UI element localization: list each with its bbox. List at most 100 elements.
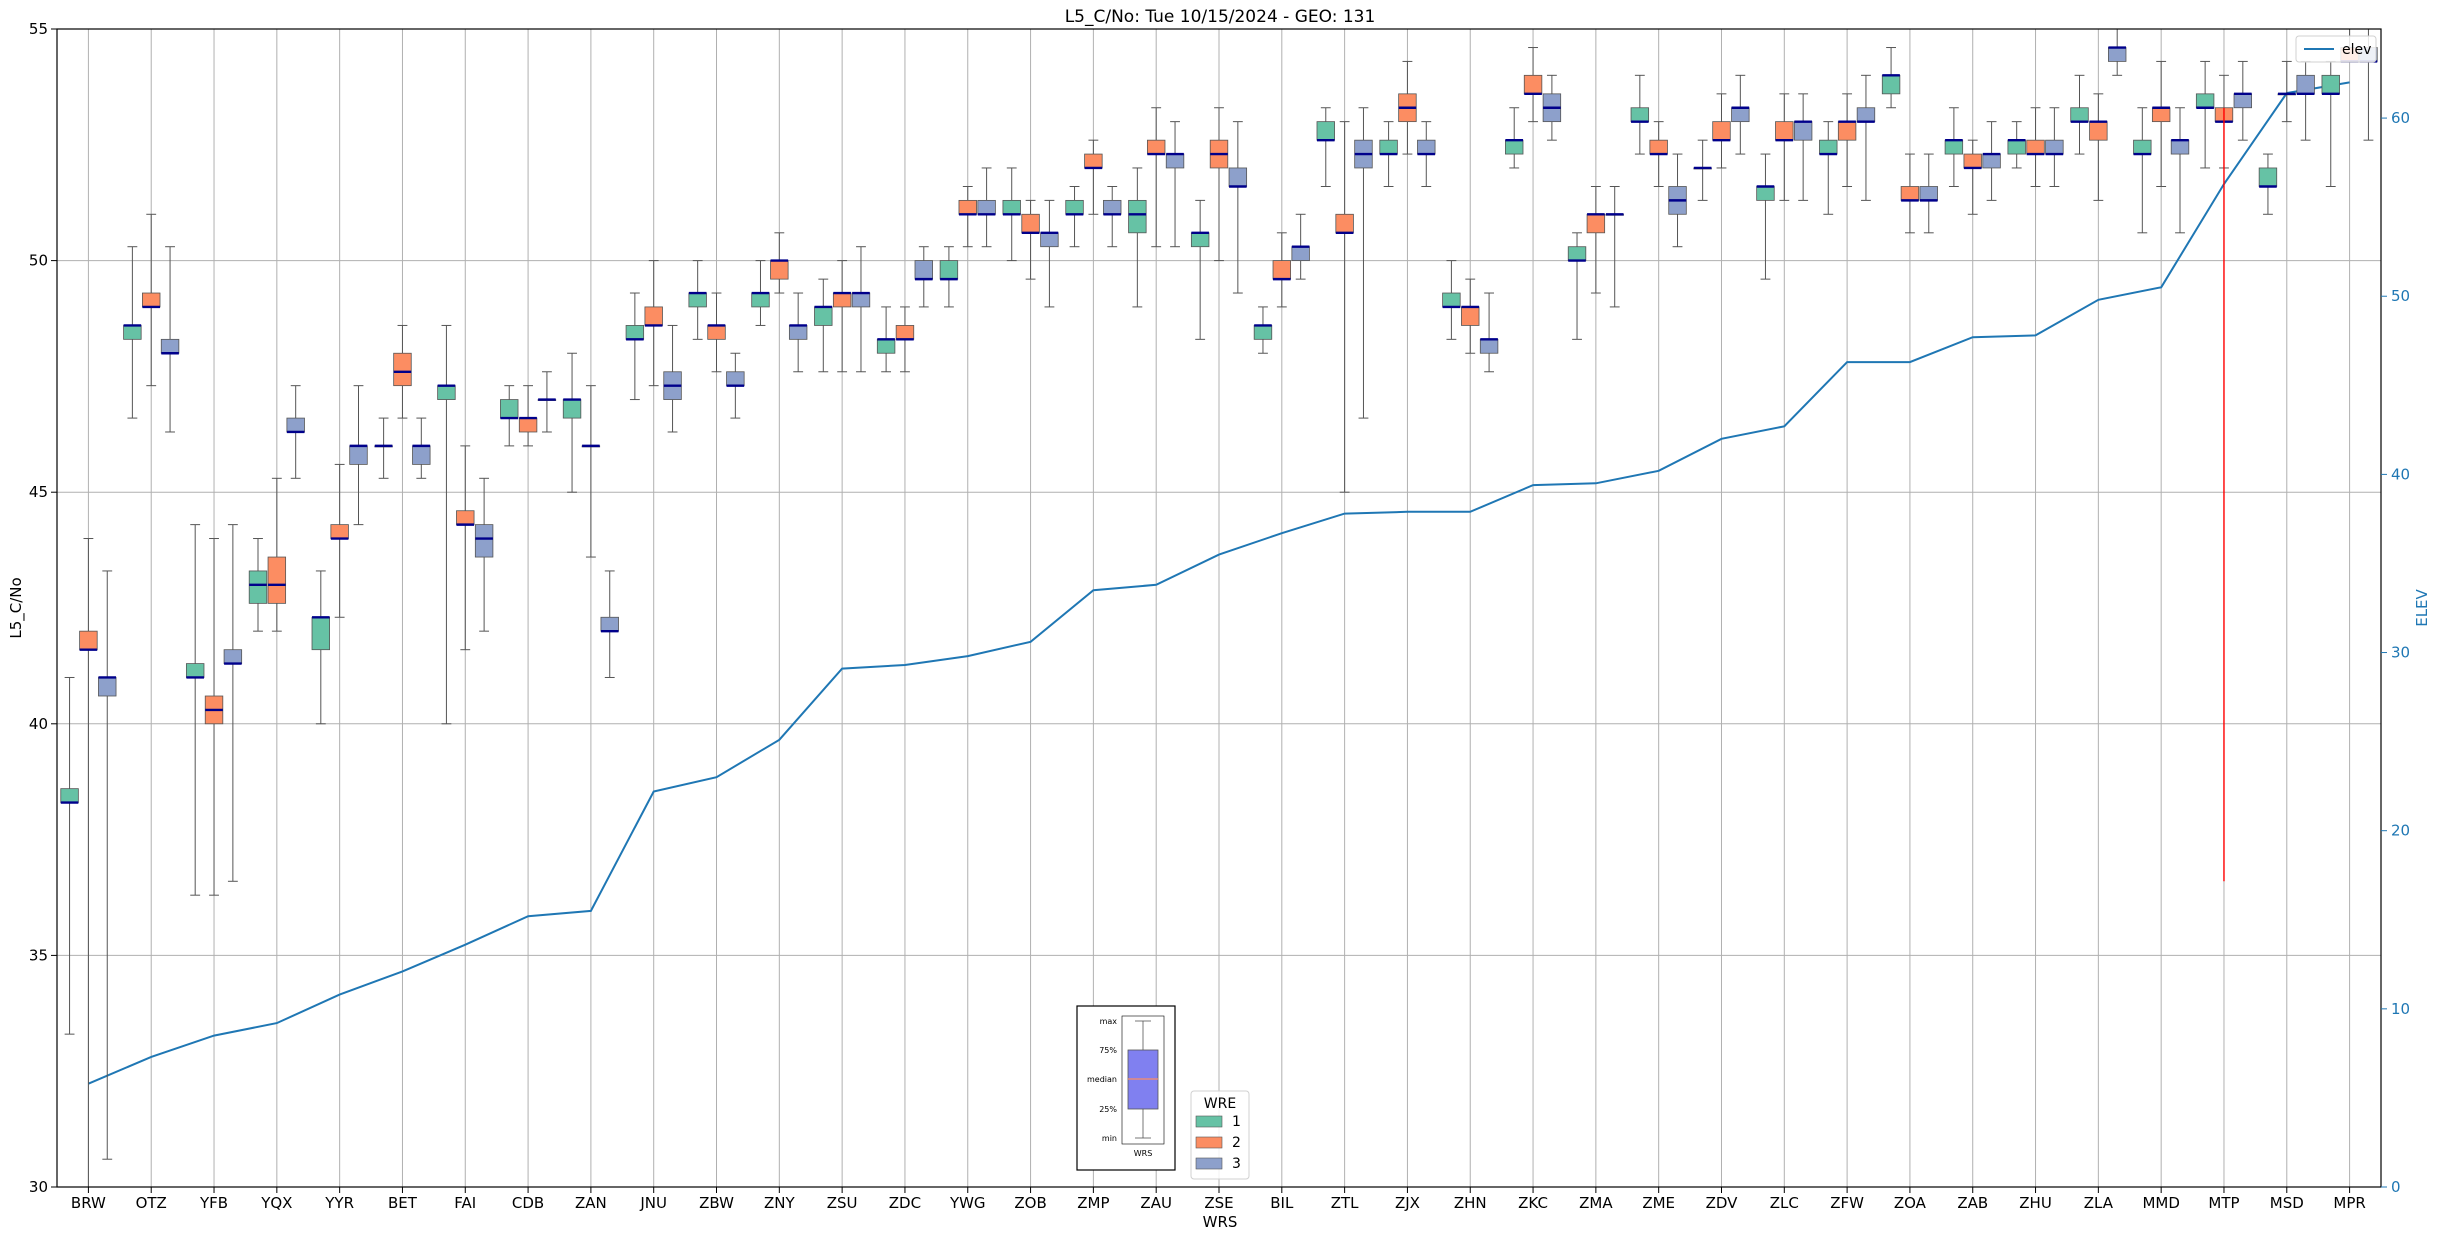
box-ZDC-wre2 xyxy=(895,306,915,373)
box-ZLA-wre1 xyxy=(2070,74,2089,155)
box-body xyxy=(1084,153,1103,169)
box-ZTL-wre2 xyxy=(1335,121,1354,493)
box-body xyxy=(79,630,98,651)
box-ZAN-wre3 xyxy=(600,570,619,678)
box-YWG-wre3 xyxy=(977,167,996,248)
box-MMD-wre1 xyxy=(2133,107,2152,234)
box-body xyxy=(500,399,519,419)
x-tick-label: BET xyxy=(388,1194,418,1212)
y2-tick-label: 0 xyxy=(2391,1178,2401,1196)
box-body xyxy=(1837,121,1857,141)
box-body xyxy=(2108,47,2127,62)
box-body xyxy=(1335,213,1354,234)
x-tick-label: MSD xyxy=(2270,1194,2304,1212)
box-body xyxy=(60,788,79,803)
x-tick-label: ZDV xyxy=(1706,1194,1739,1212)
box-body xyxy=(98,677,117,697)
inset-label-min: min xyxy=(1102,1134,1117,1143)
box-body xyxy=(1291,246,1310,261)
elev-legend: elev xyxy=(2295,35,2377,63)
y2-tick-label: 30 xyxy=(2391,644,2410,662)
box-ZBW-wre2 xyxy=(707,292,726,373)
box-body xyxy=(1103,199,1122,215)
x-tick-label: FAI xyxy=(454,1194,476,1212)
wre-legend-title: WRE xyxy=(1204,1096,1236,1112)
x-tick-label: JNU xyxy=(639,1194,667,1212)
y2-axis-ticks: 0 10 20 30 40 50 60 xyxy=(2381,109,2410,1196)
box-ZMA-wre2 xyxy=(1586,185,1606,294)
elev-layer xyxy=(88,81,2350,1085)
box-ZHU-wre3 xyxy=(2045,107,2064,187)
box-YFB-wre3 xyxy=(223,524,243,882)
box-body xyxy=(1944,139,1964,155)
box-OTZ-wre2 xyxy=(142,213,161,387)
box-BET-wre2 xyxy=(393,324,412,419)
box-body xyxy=(2321,74,2340,95)
box-ZJX-wre2 xyxy=(1398,60,1417,155)
box-JNU-wre2 xyxy=(644,260,663,387)
box-body xyxy=(562,399,582,419)
box-body xyxy=(1793,121,1813,141)
inset-frame xyxy=(1076,1005,1176,1171)
box-JNU-wre1 xyxy=(625,292,645,401)
box-ZHU-wre2 xyxy=(2026,107,2045,187)
box-body xyxy=(1379,139,1398,155)
y-tick-label: 35 xyxy=(29,946,48,964)
box-body xyxy=(2233,93,2253,109)
box-ZJX-wre1 xyxy=(1379,121,1398,187)
box-ZSU-wre2 xyxy=(832,260,852,373)
box-MMD-wre3 xyxy=(2170,107,2190,234)
box-YFB-wre1 xyxy=(185,524,205,896)
box-body xyxy=(788,325,808,340)
wre-legend-frame xyxy=(1190,1090,1250,1180)
box-body xyxy=(770,260,789,280)
box-body xyxy=(1228,167,1248,187)
box-body xyxy=(914,260,933,280)
boxplot-key-inset: max 75% median 25% min WRS xyxy=(1076,1005,1176,1171)
box-body xyxy=(1417,139,1436,155)
box-ZDC-wre3 xyxy=(914,246,933,308)
box-ZME-wre2 xyxy=(1649,121,1668,187)
box-MSD-wre3 xyxy=(2296,60,2315,141)
elev-line xyxy=(88,81,2350,1085)
box-MSD-wre1 xyxy=(2258,153,2278,215)
box-body xyxy=(286,417,305,433)
box-body xyxy=(142,292,161,308)
inset-plot-frame xyxy=(1121,1015,1165,1145)
box-body xyxy=(1253,325,1273,340)
box-YYR-wre3 xyxy=(349,385,368,526)
inset-xlabel: WRS xyxy=(1134,1149,1153,1158)
box-body xyxy=(1272,260,1292,280)
box-body xyxy=(726,371,745,387)
box-MMD-wre2 xyxy=(2151,60,2171,187)
x-tick-label: ZOB xyxy=(1014,1194,1046,1212)
box-MSD-wre2 xyxy=(2277,60,2296,123)
box-CDB-wre1 xyxy=(500,385,519,447)
inset-label-q3: 75% xyxy=(1099,1046,1117,1055)
x-tick-label: ZLC xyxy=(1770,1194,1799,1212)
box-body xyxy=(1442,292,1461,308)
y-axis-ticks: 30 35 40 45 50 55 xyxy=(29,20,57,1196)
box-body xyxy=(248,570,268,604)
box-ZKC-wre3 xyxy=(1542,74,1562,141)
elev-legend-frame xyxy=(2295,35,2377,63)
box-ZFW-wre2 xyxy=(1837,93,1857,187)
box-body xyxy=(1881,74,1901,95)
box-ZHN-wre1 xyxy=(1442,260,1461,340)
box-MTP-wre3 xyxy=(2233,60,2253,141)
x-tick-label: ZHU xyxy=(2019,1194,2052,1212)
wre-legend-label-1: 1 xyxy=(1232,1114,1241,1130)
box-ZBW-wre3 xyxy=(726,352,745,419)
box-body xyxy=(751,292,770,308)
y-axis-label: L5_C/No xyxy=(7,577,26,638)
x-tick-label: BIL xyxy=(1270,1194,1294,1212)
box-body xyxy=(1165,153,1185,169)
box-body xyxy=(1021,213,1040,234)
box-BET-wre3 xyxy=(412,417,431,479)
chart-title: L5_C/No: Tue 10/15/2024 - GEO: 131 xyxy=(1065,7,1376,27)
x-tick-label: OTZ xyxy=(136,1194,167,1212)
box-body xyxy=(832,292,852,308)
box-ZSE-wre1 xyxy=(1190,199,1210,340)
box-body xyxy=(185,663,205,678)
box-body xyxy=(1461,306,1480,326)
